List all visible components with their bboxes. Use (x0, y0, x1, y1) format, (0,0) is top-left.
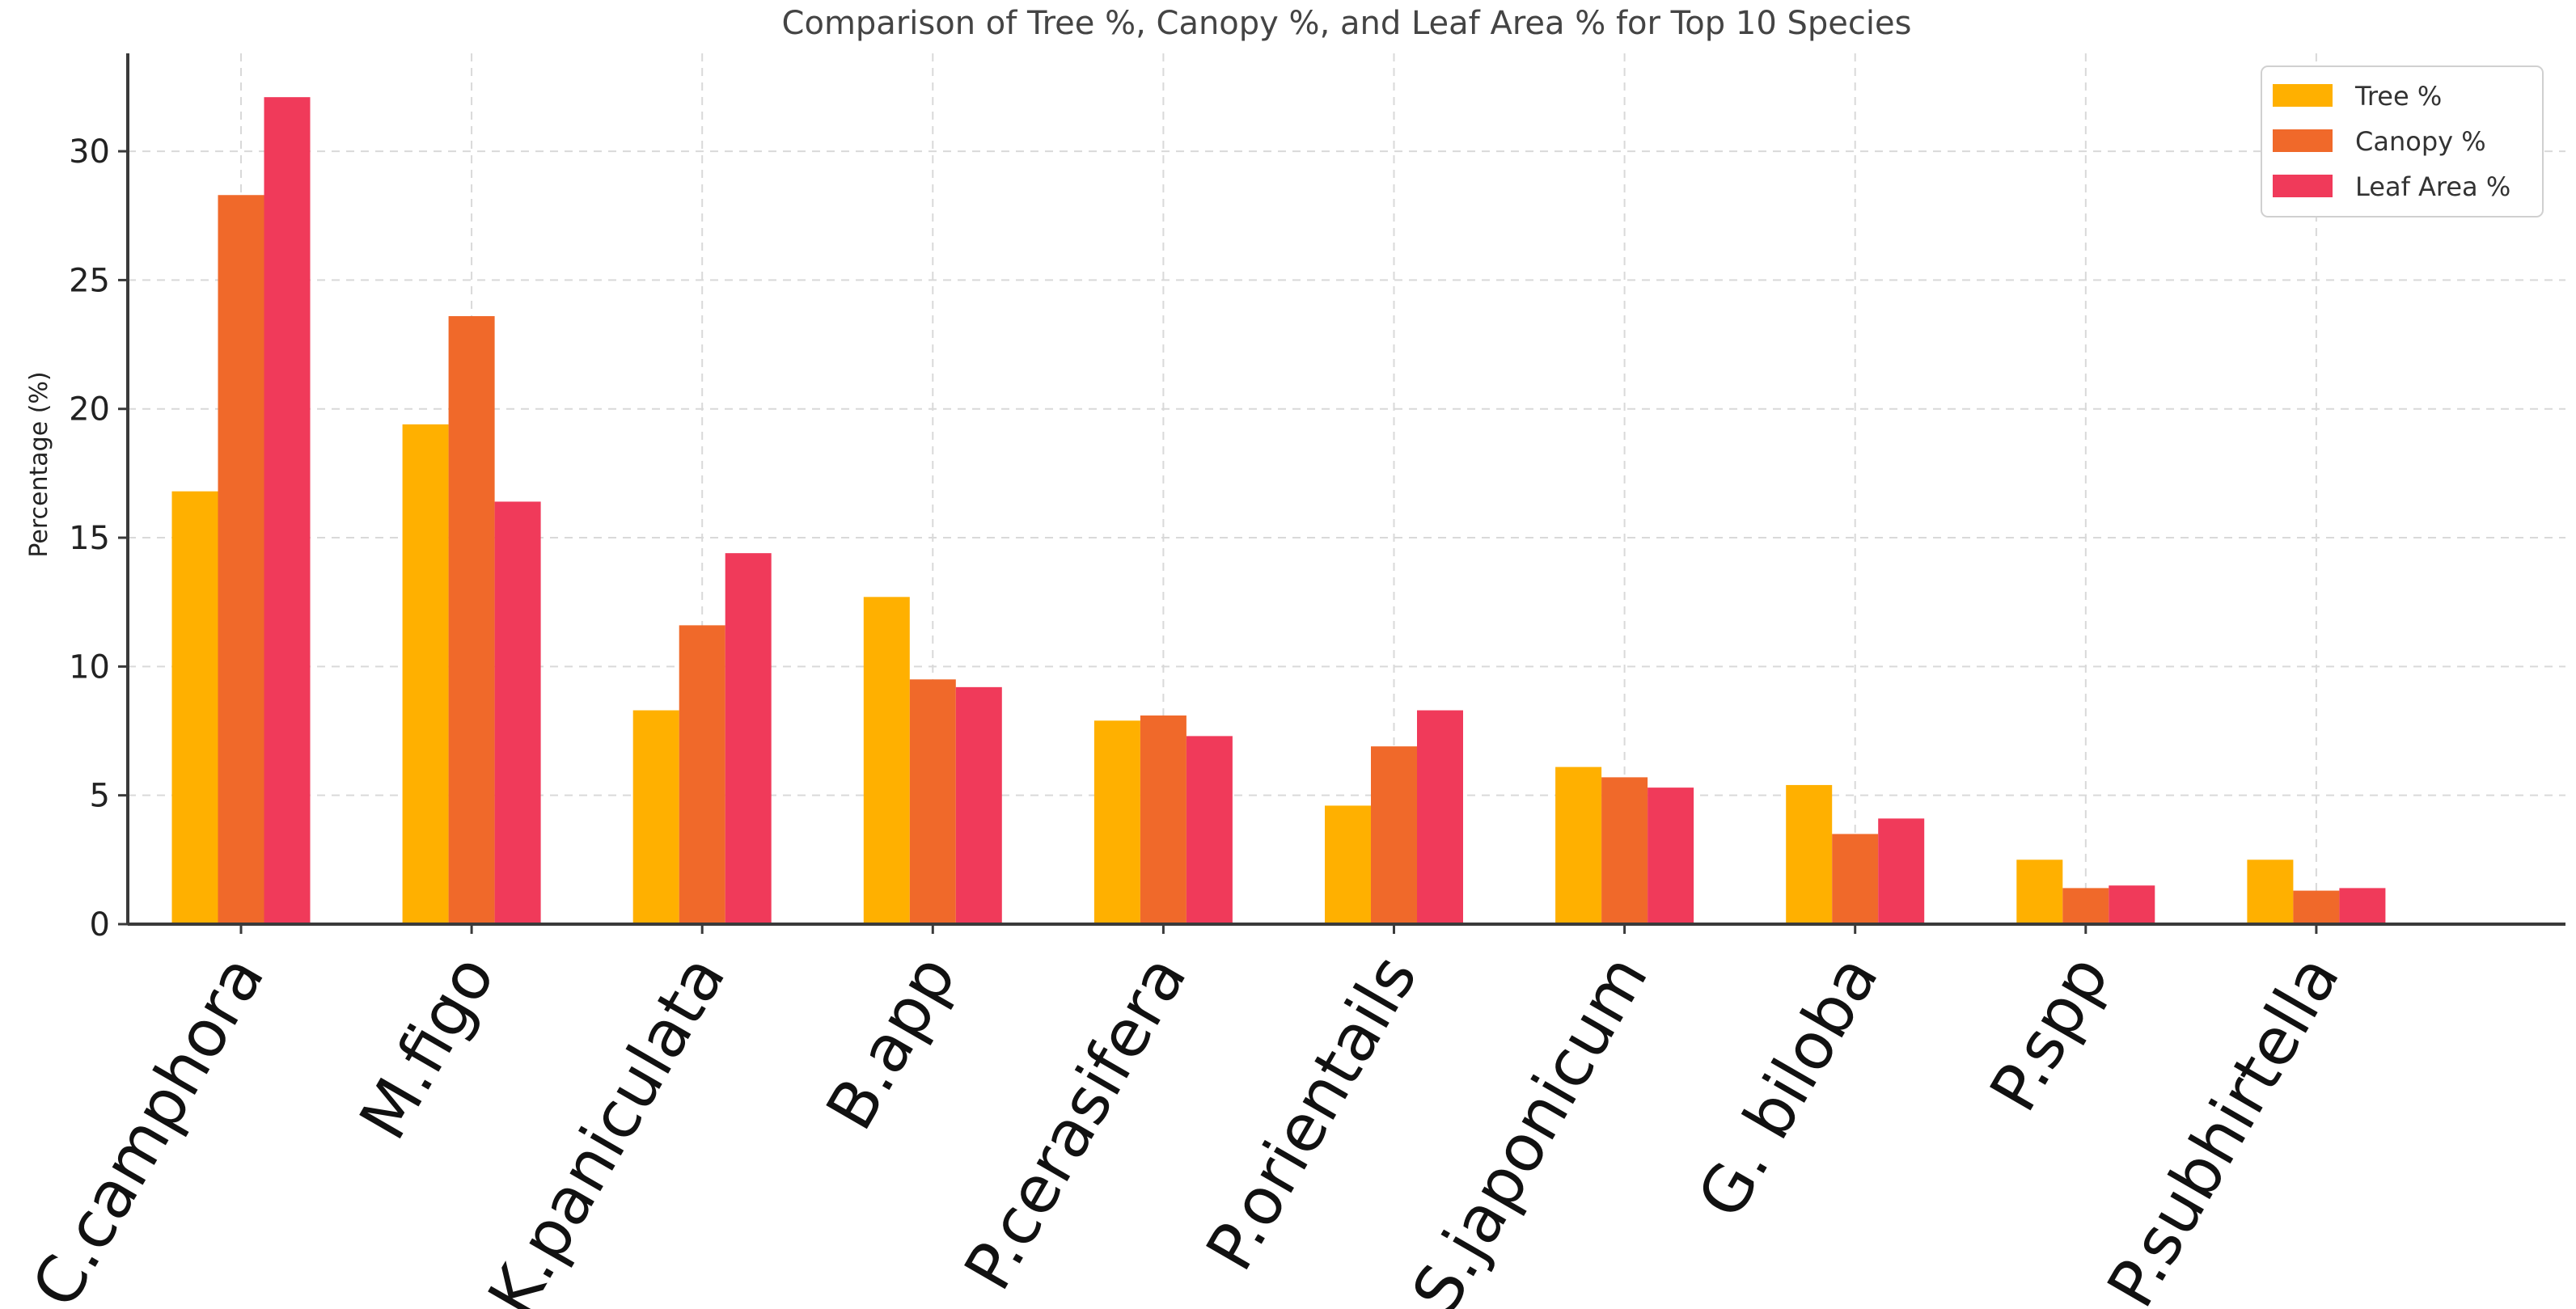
grid-layer (128, 53, 2565, 924)
legend-label: Canopy % (2355, 126, 2486, 157)
bar (171, 491, 218, 924)
x-tick-label: P.spp (1975, 943, 2123, 1124)
bar (2109, 885, 2155, 924)
bar (725, 553, 772, 924)
y-tick-label: 10 (69, 648, 110, 686)
bar (402, 424, 449, 924)
bar (1555, 766, 1602, 924)
y-tick-label: 5 (90, 778, 110, 815)
y-tick-label: 0 (90, 906, 110, 944)
x-tick-label: P.cerasifera (950, 943, 1201, 1302)
y-tick-label: 25 (69, 262, 110, 299)
bar (2247, 859, 2294, 924)
bar (1140, 715, 1186, 924)
y-axis-label: Percentage (%) (25, 371, 53, 557)
bar (1648, 788, 1694, 924)
bars-layer (171, 97, 2386, 925)
bar (1325, 805, 1371, 924)
bar (494, 501, 541, 924)
bar (863, 597, 910, 924)
y-tick-label: 30 (69, 133, 110, 171)
bar (1093, 720, 1140, 924)
bar (2062, 888, 2109, 924)
legend: Tree % Canopy % Leaf Area % (2261, 65, 2544, 217)
bar (1417, 710, 1463, 924)
y-tick-label: 20 (69, 391, 110, 429)
legend-label: Tree % (2354, 81, 2442, 112)
x-tick-label: S.japonicum (1398, 943, 1662, 1309)
y-tick-label: 15 (69, 520, 110, 557)
bar (632, 710, 679, 924)
bar (1186, 736, 1233, 924)
bar (955, 686, 1002, 924)
legend-swatch (2273, 84, 2333, 107)
bar (1878, 818, 1925, 924)
bar (679, 625, 725, 924)
axes-layer (126, 53, 2565, 926)
bar (2016, 859, 2063, 924)
bar (1371, 746, 1417, 924)
legend-swatch (2273, 129, 2333, 152)
bar (448, 316, 495, 924)
x-tick-label: P.orientails (1192, 943, 1432, 1282)
bar (1786, 784, 1833, 924)
bar (2339, 888, 2386, 924)
legend-label: Leaf Area % (2355, 171, 2510, 202)
x-tick-label: B.app (812, 943, 971, 1142)
bar (1601, 777, 1648, 924)
x-tick-label: P.subhirtella (2093, 943, 2354, 1309)
x-tick-label: K.paniculata (474, 943, 740, 1309)
x-tick-label: M.figo (345, 943, 510, 1151)
x-tick-label: C.camphora (18, 943, 279, 1309)
legend-swatch (2273, 175, 2333, 197)
bar (909, 679, 956, 924)
x-tick-label: G. biloba (1683, 943, 1893, 1231)
chart-title: Comparison of Tree %, Canopy %, and Leaf… (782, 5, 1912, 42)
y-axis-ticks: 0 5 10 15 20 25 30 (69, 133, 128, 944)
bar (218, 195, 264, 925)
bar (1832, 834, 1879, 924)
bar (264, 97, 311, 924)
bar (2293, 890, 2340, 924)
